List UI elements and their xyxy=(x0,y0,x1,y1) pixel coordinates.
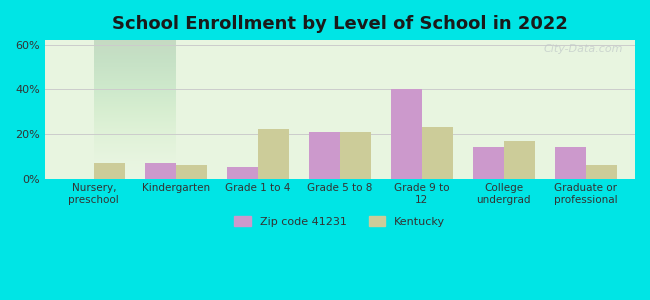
Legend: Zip code 41231, Kentucky: Zip code 41231, Kentucky xyxy=(229,212,450,231)
Bar xyxy=(176,165,207,178)
Text: City-Data.com: City-Data.com xyxy=(543,44,623,54)
Bar xyxy=(391,89,422,178)
Title: School Enrollment by Level of School in 2022: School Enrollment by Level of School in … xyxy=(112,15,567,33)
Bar xyxy=(586,165,617,178)
Bar xyxy=(340,132,371,178)
Bar xyxy=(422,127,453,178)
Bar xyxy=(309,132,340,178)
Bar xyxy=(554,147,586,178)
Bar xyxy=(145,163,176,178)
Bar xyxy=(504,141,535,178)
Bar xyxy=(227,167,258,178)
Bar xyxy=(473,147,504,178)
Bar xyxy=(94,163,125,178)
Bar xyxy=(258,129,289,178)
